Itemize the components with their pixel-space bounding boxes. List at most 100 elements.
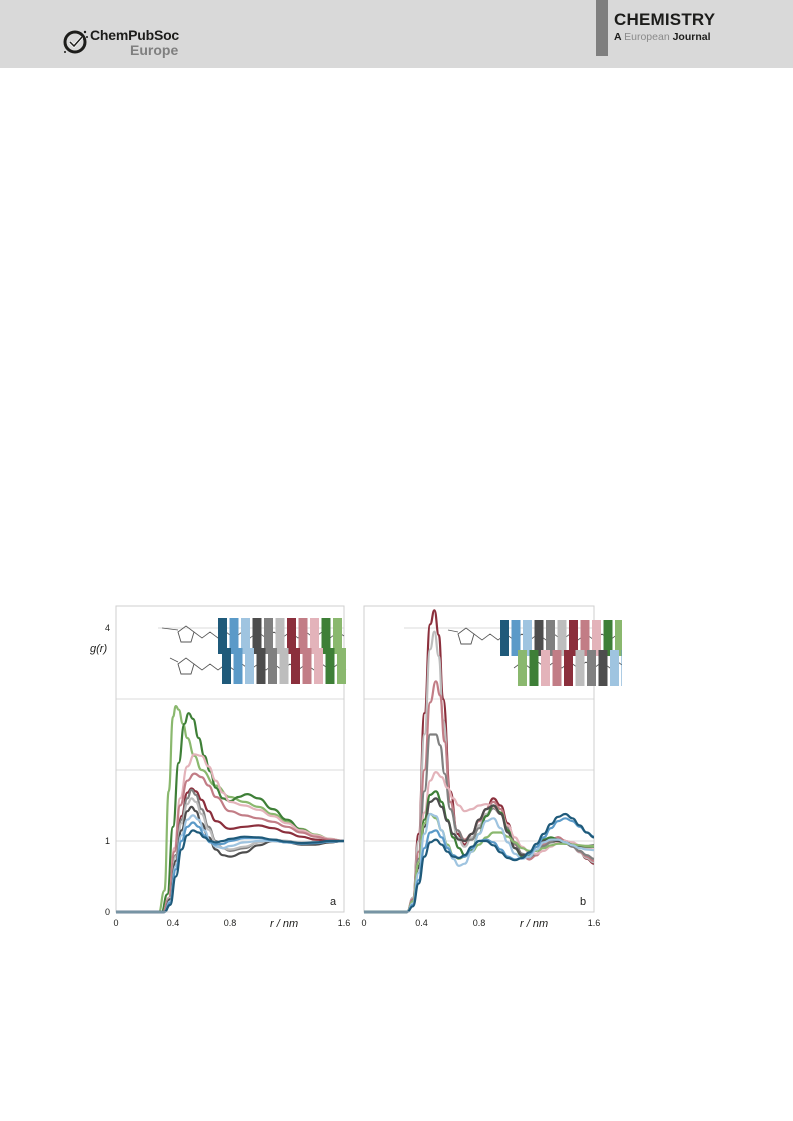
panel-b-axes: 0 0.4 0.8 1.6	[361, 911, 601, 928]
journal-sub-a: A	[614, 31, 622, 43]
x-tick-label: 0.8	[224, 918, 237, 928]
imidazolium-ring-icon	[177, 657, 195, 675]
panel-a: 0 0.4 0.8 1.6 0 1 4 g(r) r / nm a	[90, 605, 350, 930]
series-line-1	[115, 705, 345, 914]
panel-a-label: a	[330, 896, 337, 908]
journal-header: ChemPubSoc Europe CHEMISTRY A European J…	[0, 0, 793, 68]
journal-subtitle: A European Journal	[614, 31, 711, 43]
segment-color-block	[546, 620, 555, 656]
series-line-8	[115, 805, 345, 914]
segment-color-block	[298, 618, 308, 654]
segment-color-block	[279, 648, 289, 684]
series-line-2	[115, 712, 345, 914]
series-line-6	[363, 790, 594, 914]
journal-sub-european: European	[624, 31, 670, 43]
segment-color-block	[580, 620, 590, 656]
segment-color-block	[256, 648, 266, 684]
segment-color-block	[229, 618, 239, 654]
panel-a-ylabel: g(r)	[90, 643, 107, 655]
segment-color-block	[222, 648, 231, 684]
series-line-9	[363, 812, 595, 914]
series-line-6	[115, 788, 345, 914]
segment-color-block	[603, 620, 613, 656]
imidazolium-ring-icon	[177, 625, 195, 643]
series-line-7	[115, 797, 345, 914]
segment-color-block	[321, 618, 331, 654]
panel-b-label: b	[580, 896, 586, 908]
x-tick-label: 0	[361, 918, 366, 928]
segment-color-block	[587, 650, 596, 686]
journal-title: CHEMISTRY	[614, 10, 716, 29]
segment-color-block	[523, 620, 532, 656]
segment-color-block	[621, 650, 622, 686]
segment-color-block	[529, 650, 539, 686]
segment-color-block	[610, 650, 619, 686]
publisher-emblem-icon	[63, 30, 88, 54]
segment-color-block	[337, 648, 346, 684]
segment-color-block	[287, 618, 296, 654]
series-line-11	[363, 812, 595, 914]
rdf-figure: 0 0.4 0.8 1.6 0 1 4 g(r) r / nm a 0 0.4	[82, 600, 622, 940]
segment-color-block	[564, 650, 573, 686]
segment-color-block	[233, 648, 243, 684]
series-line-10	[363, 817, 595, 914]
x-tick-label: 0	[113, 918, 118, 928]
panel-a-lines	[115, 705, 345, 914]
rdf-figure-svg: 0 0.4 0.8 1.6 0 1 4 g(r) r / nm a 0 0.4	[90, 605, 622, 930]
segment-color-block	[302, 648, 312, 684]
panel-b-xlabel: r / nm	[520, 918, 548, 930]
x-tick-label: 0.4	[415, 918, 428, 928]
segment-color-block	[552, 650, 562, 686]
segment-color-block	[241, 618, 250, 654]
segment-color-block	[218, 618, 227, 654]
publisher-name: ChemPubSoc	[90, 27, 180, 43]
segment-color-block	[518, 650, 527, 686]
series-line-5	[363, 771, 595, 914]
x-tick-label: 0.8	[473, 918, 486, 928]
segment-color-block	[500, 620, 509, 656]
segment-color-block	[252, 618, 262, 654]
panel-b: 0 0.4 0.8 1.6 r / nm b	[361, 605, 622, 930]
panel-b-molecule-top	[447, 620, 622, 656]
series-line-4	[363, 733, 595, 914]
panel-a-molecule-top	[161, 618, 345, 654]
series-line-4	[115, 772, 345, 914]
segment-color-block	[310, 618, 319, 654]
imidazolium-ring-icon	[457, 627, 475, 645]
publisher-region: Europe	[130, 42, 179, 58]
y-tick-label: 0	[105, 907, 110, 917]
segment-color-block	[557, 620, 567, 656]
segment-color-block	[511, 620, 521, 656]
panel-b-lines	[363, 609, 595, 914]
segment-color-block	[333, 618, 342, 654]
series-line-3	[115, 753, 345, 914]
segment-color-block	[325, 648, 335, 684]
segment-color-block	[245, 648, 254, 684]
segment-color-block	[575, 650, 585, 686]
publisher-logo: ChemPubSoc Europe	[62, 24, 212, 60]
x-tick-label: 1.6	[588, 918, 601, 928]
segment-color-block	[541, 650, 550, 686]
panel-a-axes: 0 0.4 0.8 1.6 0 1 4	[105, 623, 350, 928]
segment-color-block	[275, 618, 285, 654]
panel-a-xlabel: r / nm	[270, 918, 298, 930]
series-line-7	[363, 797, 595, 914]
x-tick-label: 1.6	[338, 918, 351, 928]
journal-accent-bar	[596, 0, 608, 56]
segment-color-block	[534, 620, 544, 656]
segment-color-block	[268, 648, 277, 684]
segment-color-block	[314, 648, 323, 684]
journal-sub-journal: Journal	[672, 31, 711, 43]
segment-color-block	[615, 620, 622, 656]
segment-color-block	[264, 618, 273, 654]
segment-color-block	[592, 620, 601, 656]
segment-color-block	[598, 650, 608, 686]
segment-color-block	[291, 648, 300, 684]
segment-color-block	[569, 620, 578, 656]
x-tick-label: 0.4	[167, 918, 180, 928]
y-tick-label: 4	[105, 623, 110, 633]
y-tick-label: 1	[105, 836, 110, 846]
panel-a-molecule-bottom	[169, 648, 347, 684]
panel-b-molecule-bottom	[513, 650, 622, 686]
series-line-11	[115, 829, 344, 914]
